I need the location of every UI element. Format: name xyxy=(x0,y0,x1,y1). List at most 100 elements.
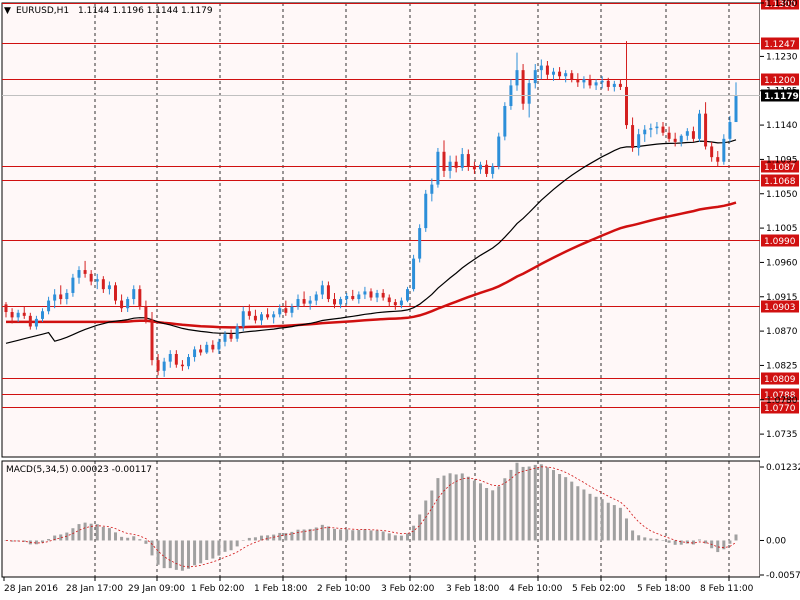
candle-body xyxy=(637,134,641,148)
level-tag xyxy=(761,388,799,401)
macd-bar xyxy=(460,473,464,541)
candle-body xyxy=(126,299,130,309)
macd-bar xyxy=(576,486,580,541)
macd-bar xyxy=(533,464,537,541)
macd-bar xyxy=(235,540,239,547)
level-label: 1.1247 xyxy=(764,40,796,50)
macd-bar xyxy=(448,473,452,541)
macd-bar xyxy=(454,474,458,541)
macd-bar xyxy=(217,540,221,556)
candle-body xyxy=(479,164,482,170)
level-label: 1.0809 xyxy=(764,375,796,385)
time-label: 1 Feb 02:00 xyxy=(191,584,245,594)
macd-bar xyxy=(667,540,671,543)
macd-bar xyxy=(497,486,501,541)
price-tick-label: 1.0780 xyxy=(766,396,798,406)
candle-body xyxy=(643,129,647,135)
macd-bar xyxy=(673,540,677,545)
candle-body xyxy=(205,344,209,353)
macd-bar xyxy=(418,514,422,541)
candle-body xyxy=(308,300,312,304)
time-label: 8 Feb 11:00 xyxy=(700,584,754,594)
time-label: 2 Feb 10:00 xyxy=(317,584,371,594)
macd-bar xyxy=(375,530,379,541)
candle-body xyxy=(83,270,87,274)
macd-bar xyxy=(600,499,604,541)
macd-bar xyxy=(606,502,610,541)
macd-bar xyxy=(71,528,75,541)
macd-bar xyxy=(485,488,489,541)
macd-bar xyxy=(126,537,130,541)
price-tick-label: 1.1005 xyxy=(766,224,798,234)
price-tick-label: 1.1230 xyxy=(766,52,798,62)
macd-histogram: 0.01232 0.00 -0.00579 xyxy=(4,462,800,581)
macd-bar xyxy=(661,540,665,541)
level-tag xyxy=(761,37,799,50)
candle-body xyxy=(375,292,379,298)
macd-bar xyxy=(412,525,416,541)
price-tick-label: 1.1095 xyxy=(766,155,798,165)
candle-body xyxy=(278,308,282,315)
macd-bar xyxy=(539,464,543,541)
macd-bar xyxy=(95,524,99,541)
candle-body xyxy=(369,291,373,298)
time-label: 4 Feb 10:00 xyxy=(509,584,563,594)
candle-body xyxy=(460,154,464,168)
candle-body xyxy=(594,82,598,86)
macd-bar xyxy=(326,526,330,541)
candle-body xyxy=(357,294,361,300)
macd-bar xyxy=(34,540,38,545)
candle-body xyxy=(101,279,105,290)
macd-bar xyxy=(107,528,111,541)
time-label: 28 Jan 17:00 xyxy=(66,584,123,594)
candle-body xyxy=(314,294,318,301)
vertical-grid xyxy=(94,3,730,577)
dropdown-arrow-icon[interactable]: ▼ xyxy=(4,6,11,16)
candle-body xyxy=(545,65,549,75)
macd-signal-line xyxy=(5,466,737,568)
candle-body xyxy=(229,334,233,339)
candle-body xyxy=(673,138,677,142)
macd-bar xyxy=(101,526,105,541)
candle-body xyxy=(138,289,142,307)
candle-body xyxy=(320,285,324,295)
price-tick-label: 1.0825 xyxy=(766,361,798,371)
macd-bar xyxy=(314,527,318,541)
candle-body xyxy=(266,314,270,318)
macd-bar xyxy=(199,540,203,564)
candle-body xyxy=(424,193,428,229)
candle-body xyxy=(734,95,738,123)
macd-bar xyxy=(89,523,93,541)
macd-bar xyxy=(406,533,409,541)
macd-bar xyxy=(174,540,178,570)
macd-tick-label: 0.00 xyxy=(766,536,786,546)
macd-tick-label: -0.00579 xyxy=(766,571,800,581)
macd-bar xyxy=(59,534,63,541)
candle-body xyxy=(132,289,136,300)
candle-body xyxy=(698,113,701,139)
macd-bar xyxy=(302,529,306,541)
macd-bar xyxy=(10,540,14,542)
candle-body xyxy=(211,344,215,350)
macd-bar xyxy=(150,540,154,556)
level-label: 1.0788 xyxy=(764,391,796,401)
macd-bar xyxy=(393,535,397,541)
macd-bar xyxy=(290,531,294,541)
time-label: 1 Feb 18:00 xyxy=(254,584,308,594)
macd-bar xyxy=(162,540,166,569)
level-tag xyxy=(761,73,799,86)
candle-body xyxy=(284,308,288,313)
macd-bar xyxy=(515,462,519,541)
level-tag xyxy=(761,174,799,187)
candle-body xyxy=(187,357,190,367)
candle-body xyxy=(503,106,507,137)
time-label: 29 Jan 09:00 xyxy=(128,584,185,594)
price-tick-label: 1.1050 xyxy=(766,190,798,200)
macd-bar xyxy=(521,466,525,541)
macd-bar xyxy=(436,478,440,541)
candle-body xyxy=(631,125,635,148)
time-axis: 28 Jan 2016 28 Jan 17:00 29 Jan 09:00 1 Feb… xyxy=(3,577,754,594)
candle-body xyxy=(290,306,294,313)
symbol-label: EURUSD,H1 xyxy=(16,6,69,16)
price-axis: 1.13001.12301.11851.11401.10951.10501.10… xyxy=(2,0,799,440)
